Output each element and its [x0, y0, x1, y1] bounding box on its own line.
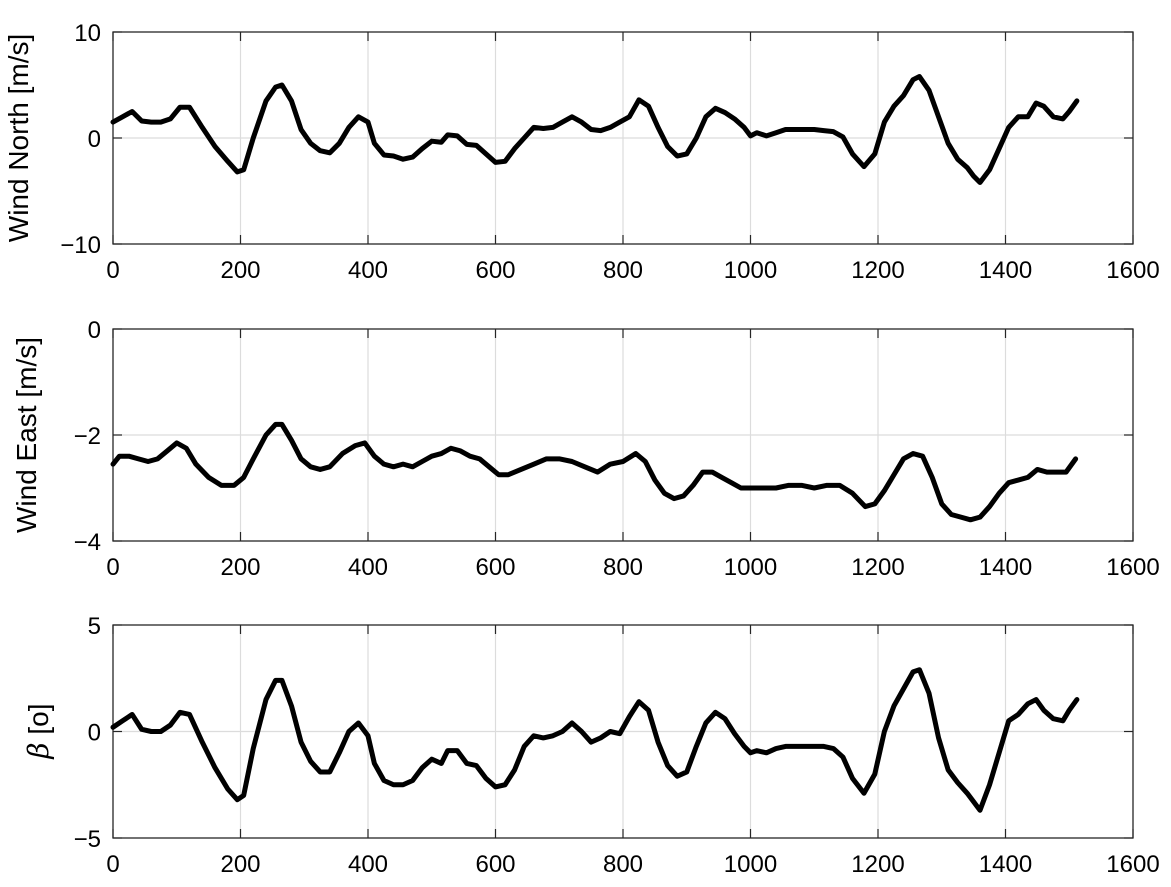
- y-axis-title: Wind North [m/s]: [3, 34, 34, 242]
- x-tick-label: 0: [106, 554, 119, 581]
- x-tick-label: 1600: [1106, 257, 1159, 284]
- x-tick-label: 400: [348, 554, 388, 581]
- x-tick-label: 800: [603, 554, 643, 581]
- x-tick-label: 400: [348, 851, 388, 878]
- x-tick-label: 800: [603, 851, 643, 878]
- x-tick-label: 800: [603, 257, 643, 284]
- series-line-1: [110, 74, 1080, 186]
- x-tick-label: 200: [220, 851, 260, 878]
- x-tick-label: 1400: [979, 554, 1032, 581]
- x-tick-label: 1200: [851, 554, 904, 581]
- x-tick-label: 1600: [1106, 851, 1159, 878]
- x-tick-label: 0: [106, 257, 119, 284]
- axes-box: [112, 624, 1134, 839]
- x-tick-label: 1000: [724, 554, 777, 581]
- y-tick-label: −4: [74, 529, 101, 556]
- x-tick-label: 1000: [724, 851, 777, 878]
- series-line-1: [110, 667, 1080, 813]
- x-tick-label: 1000: [724, 257, 777, 284]
- y-tick-label: 10: [74, 20, 101, 47]
- series-line-1: [110, 421, 1079, 523]
- x-tick-label: 600: [475, 851, 515, 878]
- chart-panel-2: 0 200 400 600 800 1000 1200 1400 1600 −4 −2 0 Wind E…: [11, 317, 1160, 581]
- y-axis-title: Wind East [m/s]: [11, 337, 42, 533]
- y-tick-label: −5: [74, 826, 101, 853]
- x-tick-label: 200: [220, 257, 260, 284]
- chart-panel-1: 0 200 400 600 800 1000 1200 1400 1600−10010Wind …: [3, 20, 1160, 284]
- y-tick-label: 0: [88, 126, 101, 153]
- x-tick-label: 600: [475, 554, 515, 581]
- x-tick-label: 1400: [979, 257, 1032, 284]
- axes-box: [112, 31, 1134, 245]
- y-tick-label: 0: [88, 317, 101, 344]
- x-tick-label: 1200: [851, 257, 904, 284]
- x-tick-label: 1200: [851, 851, 904, 878]
- y-tick-label: 0: [88, 720, 101, 747]
- x-tick-label: 600: [475, 257, 515, 284]
- y-tick-label: −2: [74, 423, 101, 450]
- axes-box: [112, 328, 1134, 542]
- chart-panels: 0 200 400 600 800 1000 1200 1400 1600−10010Wind …: [3, 20, 1160, 878]
- y-axis-title: β [o]: [22, 703, 55, 759]
- x-tick-label: 0: [106, 851, 119, 878]
- x-tick-label: 200: [220, 554, 260, 581]
- x-tick-label: 400: [348, 257, 388, 284]
- y-tick-label: 5: [88, 613, 101, 640]
- y-tick-label: −10: [60, 232, 101, 259]
- x-tick-label: 1600: [1106, 554, 1159, 581]
- x-tick-label: 1400: [979, 851, 1032, 878]
